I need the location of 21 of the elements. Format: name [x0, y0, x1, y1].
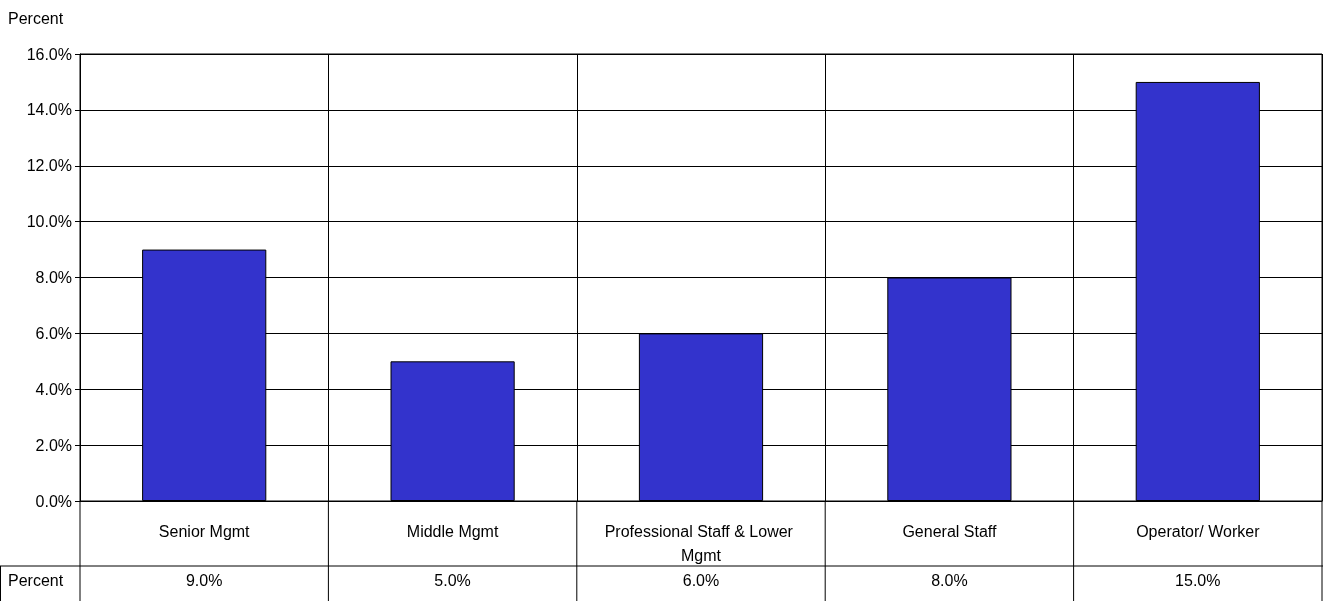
- y-tick-label: 6.0%: [35, 324, 72, 342]
- x-tick-label: General Staff: [902, 522, 997, 540]
- y-tick-label: 4.0%: [35, 380, 72, 398]
- data-label: 6.0%: [682, 571, 720, 589]
- legend-label: Percent: [8, 571, 64, 589]
- y-tick-label: 2.0%: [35, 436, 72, 454]
- x-tick-label: Operator/ Worker: [1136, 522, 1261, 540]
- data-label: 9.0%: [185, 571, 223, 589]
- data-label: 8.0%: [931, 571, 968, 589]
- x-tick-label: Professional Staff & Lower Mgmt: [604, 522, 798, 564]
- y-tick-label: 14.0%: [26, 101, 72, 119]
- x-tick-label: Middle Mgmt: [406, 522, 499, 540]
- y-tick-label: 12.0%: [26, 157, 72, 175]
- x-tick-label: Senior Mgmt: [158, 522, 251, 540]
- y-axis-title: Percent: [8, 9, 64, 27]
- data-label: 15.0%: [1175, 571, 1221, 589]
- data-label: 5.0%: [434, 571, 471, 589]
- y-tick-label: 0.0%: [35, 492, 72, 510]
- y-tick-label: 8.0%: [35, 269, 72, 286]
- y-tick-label: 10.0%: [26, 213, 72, 231]
- y-tick-label: 16.0%: [26, 45, 72, 63]
